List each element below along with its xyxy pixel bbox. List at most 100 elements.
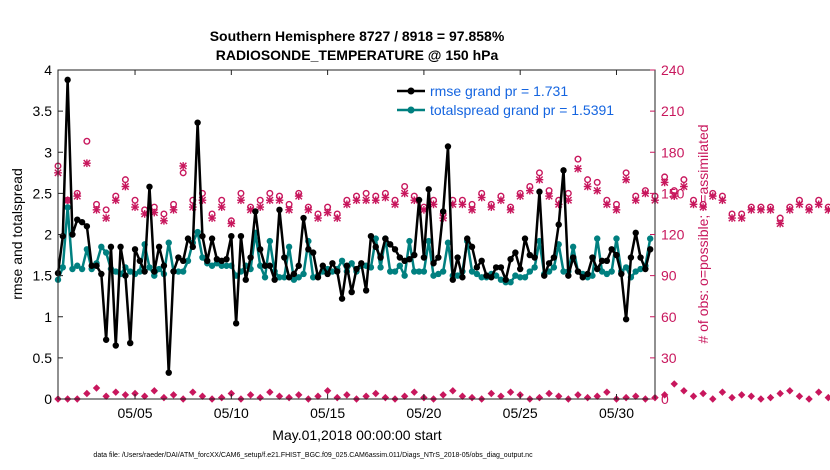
obs-assimilated-point <box>371 196 380 205</box>
obs-assimilated-point <box>622 175 630 184</box>
rmse-point <box>59 232 67 240</box>
obs-low-count-point <box>737 391 746 399</box>
totalspread-point <box>338 257 346 265</box>
y-right-tick-label: 240 <box>661 62 685 78</box>
obs-low-count-point <box>150 387 158 395</box>
rmse-point <box>112 342 119 349</box>
legend-spread-marker <box>407 106 415 114</box>
rmse-point <box>425 186 432 193</box>
obs-assimilated-point <box>824 205 830 214</box>
obs-possible-point <box>680 176 688 184</box>
rmse-point <box>454 254 461 261</box>
rmse-point <box>329 260 336 267</box>
y-right-tick-label: 0 <box>661 391 669 407</box>
totalspread-point <box>492 272 500 279</box>
rmse-point <box>189 243 197 251</box>
obs-assimilated-point <box>708 192 717 200</box>
rmse-point <box>502 276 509 283</box>
rmse-point <box>136 257 144 265</box>
obs-possible-point <box>256 196 264 204</box>
y-left-tick-label: 3 <box>44 144 52 160</box>
obs-possible-point <box>102 206 110 214</box>
rmse-point <box>507 255 514 263</box>
totalspread-point <box>420 268 428 275</box>
obs-assimilated-point <box>208 214 216 222</box>
rmse-point <box>88 262 95 269</box>
totalspread-point <box>165 239 172 246</box>
obs-low-count-point <box>680 387 688 395</box>
y-right-tick-label: 150 <box>661 185 685 201</box>
rmse-point <box>439 208 447 215</box>
obs-assimilated-point <box>545 192 553 200</box>
obs-assimilated-point <box>352 196 361 205</box>
x-axis-label: May.01,2018 00:00:00 start <box>272 427 442 443</box>
y-left-tick-label: 1.5 <box>33 268 53 284</box>
totalspread-point <box>512 272 519 279</box>
rmse-point <box>223 255 230 263</box>
obs-low-count-point <box>410 388 418 396</box>
totalspread-point <box>516 274 524 281</box>
totalspread-point <box>300 270 307 278</box>
obs-low-count-point <box>372 389 380 398</box>
rmse-point <box>541 272 548 279</box>
obs-low-count-point <box>574 391 582 399</box>
rmse-point <box>184 235 192 242</box>
obs-assimilated-point <box>160 216 168 225</box>
y-right-tick-label: 180 <box>661 144 685 160</box>
obs-assimilated-point <box>294 192 303 200</box>
obs-possible-point <box>131 196 139 204</box>
rmse-point <box>155 243 163 251</box>
obs-assimilated-point <box>391 200 399 209</box>
obs-assimilated-point <box>179 162 188 170</box>
rmse-point <box>387 241 394 248</box>
totalspread-point <box>396 262 404 269</box>
rmse-point <box>531 254 538 261</box>
totalspread-point <box>102 249 110 256</box>
series-lines <box>54 76 654 376</box>
obs-assimilated-point <box>169 205 178 214</box>
rmse-point <box>488 274 495 281</box>
totalspread-point <box>637 265 644 273</box>
x-tick-label: 05/25 <box>503 405 538 421</box>
totalspread-point <box>329 268 336 275</box>
plot-area <box>58 70 655 399</box>
rmse-point <box>204 257 211 265</box>
obs-possible-point <box>584 176 592 184</box>
totalspread-point <box>348 260 355 267</box>
rmse-point <box>584 270 591 278</box>
rmse-point <box>309 249 317 256</box>
rmse-point <box>545 260 553 267</box>
obs-low-count-point <box>112 388 120 396</box>
obs-assimilated-point <box>660 178 669 187</box>
totalspread-point <box>550 264 558 271</box>
totalspread-point <box>208 262 216 269</box>
rmse-point <box>232 320 240 327</box>
obs-low-count-point <box>766 393 775 402</box>
totalspread-point <box>497 276 505 283</box>
obs-assimilated-point <box>227 219 236 228</box>
obs-low-count-point <box>246 391 255 399</box>
obs-assimilated-point <box>805 205 813 214</box>
legend-spread-label: totalspread grand pr = 1.5391 <box>430 102 614 118</box>
obs-low-count-point <box>699 389 707 398</box>
obs-assimilated-point <box>256 203 265 211</box>
totalspread-point <box>411 268 418 275</box>
totalspread-point <box>98 243 105 251</box>
obs-assimilated-point <box>304 205 313 214</box>
rmse-point <box>102 336 110 343</box>
obs-possible-point <box>218 196 226 204</box>
totalspread-point <box>112 268 119 275</box>
obs-possible-point <box>401 183 409 191</box>
rmse-point <box>165 369 172 376</box>
obs-assimilated-point <box>73 192 82 200</box>
rmse-point <box>396 254 404 261</box>
totalspread-point <box>560 268 567 275</box>
obs-assimilated-point <box>217 203 226 211</box>
obs-assimilated-point <box>362 196 370 205</box>
totalspread-point <box>387 268 394 275</box>
rmse-point <box>521 235 529 242</box>
totalspread-point <box>521 274 529 281</box>
totalspread-point <box>64 204 71 211</box>
obs-low-count-point <box>121 391 130 399</box>
rmse-point <box>290 270 298 278</box>
